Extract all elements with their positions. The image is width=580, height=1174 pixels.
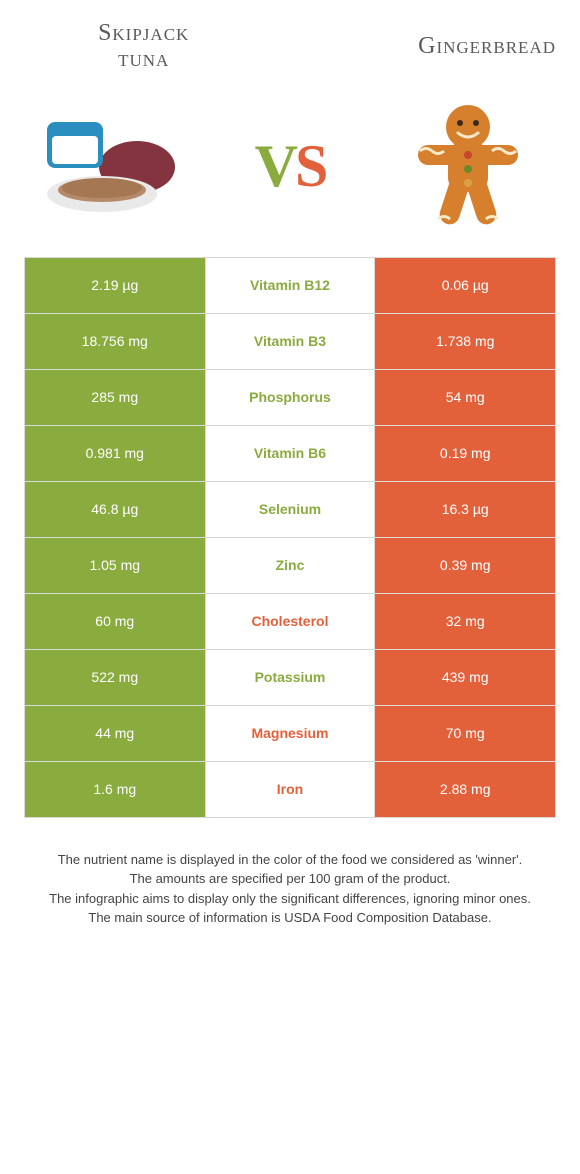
left-value-cell: 522 mg	[25, 649, 206, 705]
infographic-container: Skipjack tuna Gingerbread VS	[0, 0, 580, 948]
right-value-cell: 32 mg	[375, 593, 556, 649]
vs-v: V	[255, 133, 295, 199]
nutrient-name-cell: Cholesterol	[205, 593, 375, 649]
explanation-block: The nutrient name is displayed in the co…	[24, 850, 556, 928]
left-value-cell: 0.981 mg	[25, 425, 206, 481]
nutrient-name-cell: Phosphorus	[205, 369, 375, 425]
tuna-icon	[37, 112, 187, 222]
left-value-cell: 46.8 µg	[25, 481, 206, 537]
right-value-cell: 16.3 µg	[375, 481, 556, 537]
left-value-cell: 60 mg	[25, 593, 206, 649]
images-row: VS	[24, 97, 556, 237]
vs-label: VS	[255, 132, 326, 201]
vs-s: S	[295, 133, 325, 199]
table-row: 60 mgCholesterol32 mg	[25, 593, 556, 649]
right-value-cell: 0.39 mg	[375, 537, 556, 593]
left-title-line1: Skipjack	[98, 20, 189, 46]
table-row: 18.756 mgVitamin B31.738 mg	[25, 313, 556, 369]
table-row: 46.8 µgSelenium16.3 µg	[25, 481, 556, 537]
vs-cell: VS	[202, 132, 378, 201]
table-row: 2.19 µgVitamin B120.06 µg	[25, 257, 556, 313]
table-row: 1.05 mgZinc0.39 mg	[25, 537, 556, 593]
left-food-title: Skipjack tuna	[24, 20, 263, 73]
right-value-cell: 54 mg	[375, 369, 556, 425]
left-value-cell: 44 mg	[25, 705, 206, 761]
table-row: 285 mgPhosphorus54 mg	[25, 369, 556, 425]
nutrient-name-cell: Zinc	[205, 537, 375, 593]
table-row: 0.981 mgVitamin B60.19 mg	[25, 425, 556, 481]
left-image-cell	[24, 112, 200, 222]
explain-line4: The main source of information is USDA F…	[42, 908, 538, 928]
left-title-line2: tuna	[118, 46, 169, 72]
left-value-cell: 2.19 µg	[25, 257, 206, 313]
table-row: 1.6 mgIron2.88 mg	[25, 761, 556, 817]
right-value-cell: 2.88 mg	[375, 761, 556, 817]
nutrient-name-cell: Iron	[205, 761, 375, 817]
left-value-cell: 285 mg	[25, 369, 206, 425]
table-row: 44 mgMagnesium70 mg	[25, 705, 556, 761]
nutrient-name-cell: Vitamin B12	[205, 257, 375, 313]
right-value-cell: 0.19 mg	[375, 425, 556, 481]
right-value-cell: 1.738 mg	[375, 313, 556, 369]
nutrient-name-cell: Vitamin B6	[205, 425, 375, 481]
table-row: 522 mgPotassium439 mg	[25, 649, 556, 705]
nutrient-name-cell: Potassium	[205, 649, 375, 705]
explain-line2: The amounts are specified per 100 gram o…	[42, 869, 538, 889]
gingerbread-icon	[408, 97, 528, 237]
nutrient-name-cell: Selenium	[205, 481, 375, 537]
nutrient-tbody: 2.19 µgVitamin B120.06 µg18.756 mgVitami…	[25, 257, 556, 817]
right-value-cell: 0.06 µg	[375, 257, 556, 313]
right-value-cell: 439 mg	[375, 649, 556, 705]
explain-line1: The nutrient name is displayed in the co…	[42, 850, 538, 870]
nutrient-name-cell: Vitamin B3	[205, 313, 375, 369]
header-row: Skipjack tuna Gingerbread	[24, 20, 556, 73]
left-value-cell: 1.05 mg	[25, 537, 206, 593]
left-value-cell: 1.6 mg	[25, 761, 206, 817]
right-image-cell	[380, 97, 556, 237]
nutrient-table: 2.19 µgVitamin B120.06 µg18.756 mgVitami…	[24, 257, 556, 818]
left-value-cell: 18.756 mg	[25, 313, 206, 369]
explain-line3: The infographic aims to display only the…	[42, 889, 538, 909]
nutrient-name-cell: Magnesium	[205, 705, 375, 761]
right-food-title: Gingerbread	[317, 33, 556, 59]
right-value-cell: 70 mg	[375, 705, 556, 761]
